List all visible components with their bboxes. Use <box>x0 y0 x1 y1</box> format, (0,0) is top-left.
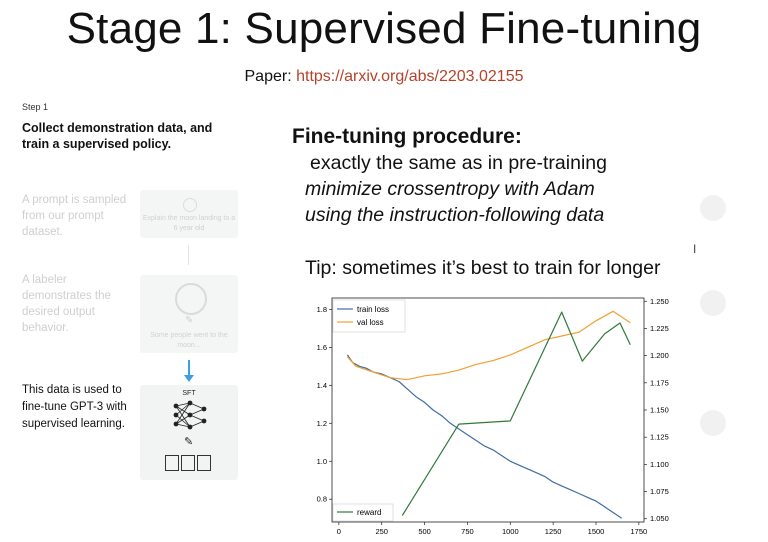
x-tick-label: 1750 <box>631 527 648 536</box>
procedure-line-3: using the instruction-following data <box>305 204 605 226</box>
series-line-val-loss <box>346 310 631 381</box>
pencil-icon: ✎ <box>184 436 194 448</box>
legend-box <box>332 503 394 522</box>
legend-label-reward: reward <box>357 508 381 517</box>
procedure-line-1: exactly the same as in pre-training <box>310 152 607 174</box>
y-right-tick-label: 1.250 <box>650 297 669 306</box>
ghost-icon <box>700 410 726 436</box>
x-tick-label: 250 <box>375 527 388 536</box>
series-line-reward <box>401 311 631 516</box>
procedure-title: Fine-tuning procedure: <box>292 125 522 148</box>
y-right-tick-label: 1.050 <box>650 514 669 523</box>
y-left-tick-label: 0.8 <box>317 495 327 504</box>
legend-top: train loss val loss <box>332 299 406 333</box>
tip-text: Tip: sometimes it’s best to train for lo… <box>305 257 661 279</box>
y-left-tick-label: 1.2 <box>317 419 327 428</box>
step-title: Collect demonstration data, and train a … <box>22 121 213 151</box>
prompt-box: Explain the moon landing to a 6 year old <box>140 190 238 238</box>
procedure-line-2: minimize crossentropy with Adam <box>305 178 595 200</box>
x-tick-label: 0 <box>337 527 341 536</box>
y-right-tick-label: 1.125 <box>650 433 669 442</box>
arrow-head-icon <box>184 375 194 382</box>
labeler-demonstrates-text: A labeler demonstrates the desired outpu… <box>22 274 111 334</box>
sft-box: SFT ✎ <box>140 385 238 480</box>
legend-bottom: reward <box>332 503 394 522</box>
y-left-tick-label: 1.8 <box>317 305 327 314</box>
ghost-column-step-2 <box>282 110 412 113</box>
ghost-icon <box>700 195 726 221</box>
x-tick-label: 750 <box>461 527 474 536</box>
y-right-tick-label: 1.100 <box>650 460 669 469</box>
labeler-box-text: Some people went to the moon... <box>150 332 228 349</box>
x-tick-label: 500 <box>418 527 431 536</box>
text-cursor-icon: I <box>693 242 697 256</box>
ghost-icon <box>700 290 726 316</box>
legend-box <box>332 299 406 333</box>
y-right-tick-label: 1.175 <box>650 378 669 387</box>
y-left-tick-label: 1.0 <box>317 457 327 466</box>
y-left-tick-label: 1.4 <box>317 381 327 390</box>
training-chart: 0 250 500 750 1000 1250 1500 1750 0.8 1.0 1.2 1.4 1… <box>296 290 686 540</box>
slide-title: Stage 1: Supervised Fine-tuning <box>66 4 702 53</box>
prompt-sampled-text: A prompt is sampled from our prompt data… <box>22 194 127 238</box>
legend-label-val-loss: val loss <box>357 318 384 327</box>
labeler-box: ✎ Some people went to the moon... <box>140 275 238 353</box>
y-left-tick-label: 1.6 <box>317 343 327 352</box>
flow-arrow-1 <box>188 245 189 265</box>
x-tick-label: 1500 <box>588 527 605 536</box>
x-tick-label: 1000 <box>502 527 519 536</box>
sft-description: This data is used to fine-tune GPT-3 wit… <box>22 384 127 430</box>
flow-arrow-2 <box>188 360 190 378</box>
step-label: Step 1 <box>22 102 49 112</box>
y-right-tick-label: 1.225 <box>650 324 669 333</box>
paper-label: Paper: <box>244 68 292 85</box>
sft-label: SFT <box>182 390 196 397</box>
ghost-column-step-3 <box>535 110 665 113</box>
neural-network-icon <box>173 400 207 430</box>
pencil-icon: ✎ <box>185 315 194 326</box>
y-right-tick-label: 1.075 <box>650 487 669 496</box>
paper-link[interactable]: https://arxiv.org/abs/2203.02155 <box>296 68 524 85</box>
x-tick-label: 1250 <box>545 527 562 536</box>
y-right-tick-label: 1.150 <box>650 406 669 415</box>
documents-icon <box>165 455 211 476</box>
y-right-tick-label: 1.200 <box>650 351 669 360</box>
paper-reference: Paper: https://arxiv.org/abs/2203.02155 <box>0 68 768 86</box>
legend-label-train-loss: train loss <box>357 305 389 314</box>
prompt-icon <box>183 198 197 212</box>
labeler-avatar-icon <box>175 283 207 315</box>
prompt-box-text: Explain the moon landing to a 6 year old <box>142 215 236 232</box>
